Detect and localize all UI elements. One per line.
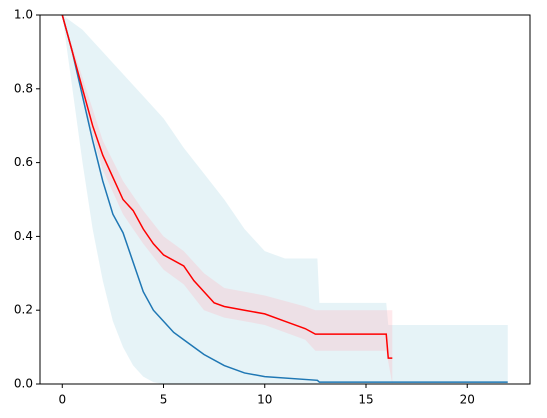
x-tick-label: 10 xyxy=(257,393,272,407)
x-tick-label: 20 xyxy=(460,393,475,407)
y-tick-label: 0.2 xyxy=(14,303,33,317)
confidence-band xyxy=(62,15,393,384)
x-tick-label: 0 xyxy=(58,393,66,407)
survival-line xyxy=(61,14,393,359)
x-tick-label: 5 xyxy=(160,393,168,407)
y-tick-label: 1.0 xyxy=(14,8,33,22)
y-tick-label: 0.6 xyxy=(14,155,33,169)
y-tick-label: 0.8 xyxy=(14,81,33,95)
y-tick-label: 0.0 xyxy=(14,377,33,391)
y-tick-label: 0.4 xyxy=(14,229,33,243)
plot-frame xyxy=(39,14,531,385)
survival-line xyxy=(61,14,508,383)
x-tick-label: 15 xyxy=(358,393,373,407)
confidence-band xyxy=(62,15,508,384)
